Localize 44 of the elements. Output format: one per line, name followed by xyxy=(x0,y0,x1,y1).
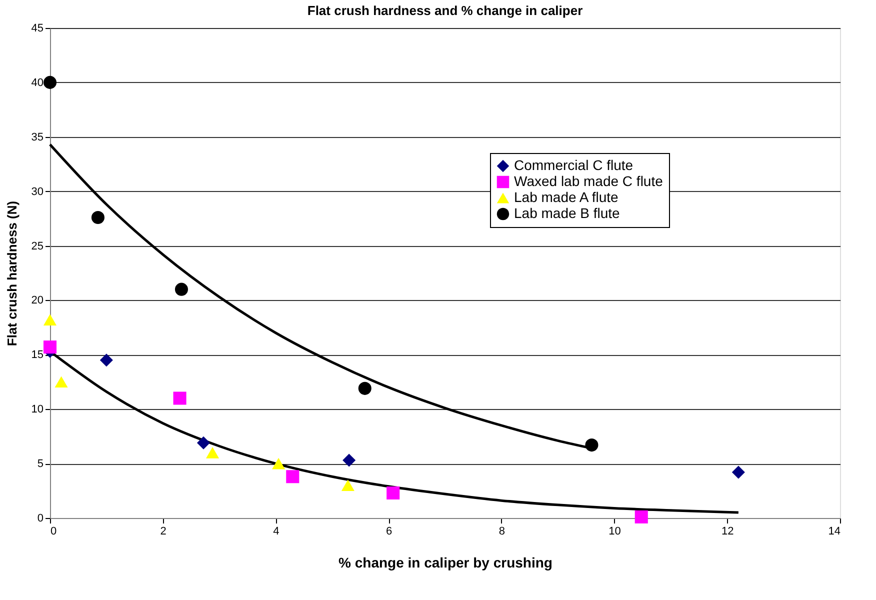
legend-label: Lab made B flute xyxy=(514,205,620,221)
y-tick-label: 35 xyxy=(31,131,44,144)
point xyxy=(386,486,400,500)
chart-title: Flat crush hardness and % change in caliper xyxy=(307,3,583,18)
point xyxy=(43,76,57,89)
y-axis-title: Flat crush hardness (N) xyxy=(4,200,20,346)
point xyxy=(286,470,300,484)
x-tick-label: 14 xyxy=(828,526,840,538)
y-tick-label: 5 xyxy=(37,458,44,470)
point xyxy=(342,454,356,467)
x-axis-title: % change in caliper by crushing xyxy=(338,554,552,570)
x-tick-label: 10 xyxy=(608,526,621,538)
point xyxy=(634,510,648,524)
point xyxy=(732,466,745,479)
point xyxy=(173,392,186,405)
x-tick-label: 2 xyxy=(160,526,166,538)
point xyxy=(43,340,57,354)
y-tick-label: 25 xyxy=(31,240,44,252)
y-tick-label: 10 xyxy=(31,404,44,416)
point xyxy=(272,458,286,470)
x-tick-label: 0 xyxy=(50,526,57,538)
legend-label: Lab made A flute xyxy=(514,189,619,205)
point xyxy=(341,480,354,491)
x-tick-label: 12 xyxy=(722,526,734,538)
x-tick-label: 6 xyxy=(386,526,392,538)
point xyxy=(174,282,188,296)
y-tick-label: 30 xyxy=(31,186,44,198)
point xyxy=(54,376,68,388)
point xyxy=(196,436,210,450)
x-tick-label: 8 xyxy=(498,526,505,538)
legend-label: Waxed lab made C flute xyxy=(514,173,664,189)
y-tick-label: 40 xyxy=(31,76,44,89)
point xyxy=(206,447,220,458)
y-tick-label: 45 xyxy=(31,22,44,34)
legend-label: Commercial C flute xyxy=(514,157,634,173)
y-tick-label: 15 xyxy=(31,349,44,362)
x-tick-label: 4 xyxy=(273,526,280,538)
point xyxy=(43,314,57,326)
y-tick-label: 0 xyxy=(37,512,44,524)
point xyxy=(358,382,372,395)
point xyxy=(585,438,598,452)
y-tick-label: 20 xyxy=(31,294,44,307)
point xyxy=(91,210,104,224)
point xyxy=(100,354,113,367)
